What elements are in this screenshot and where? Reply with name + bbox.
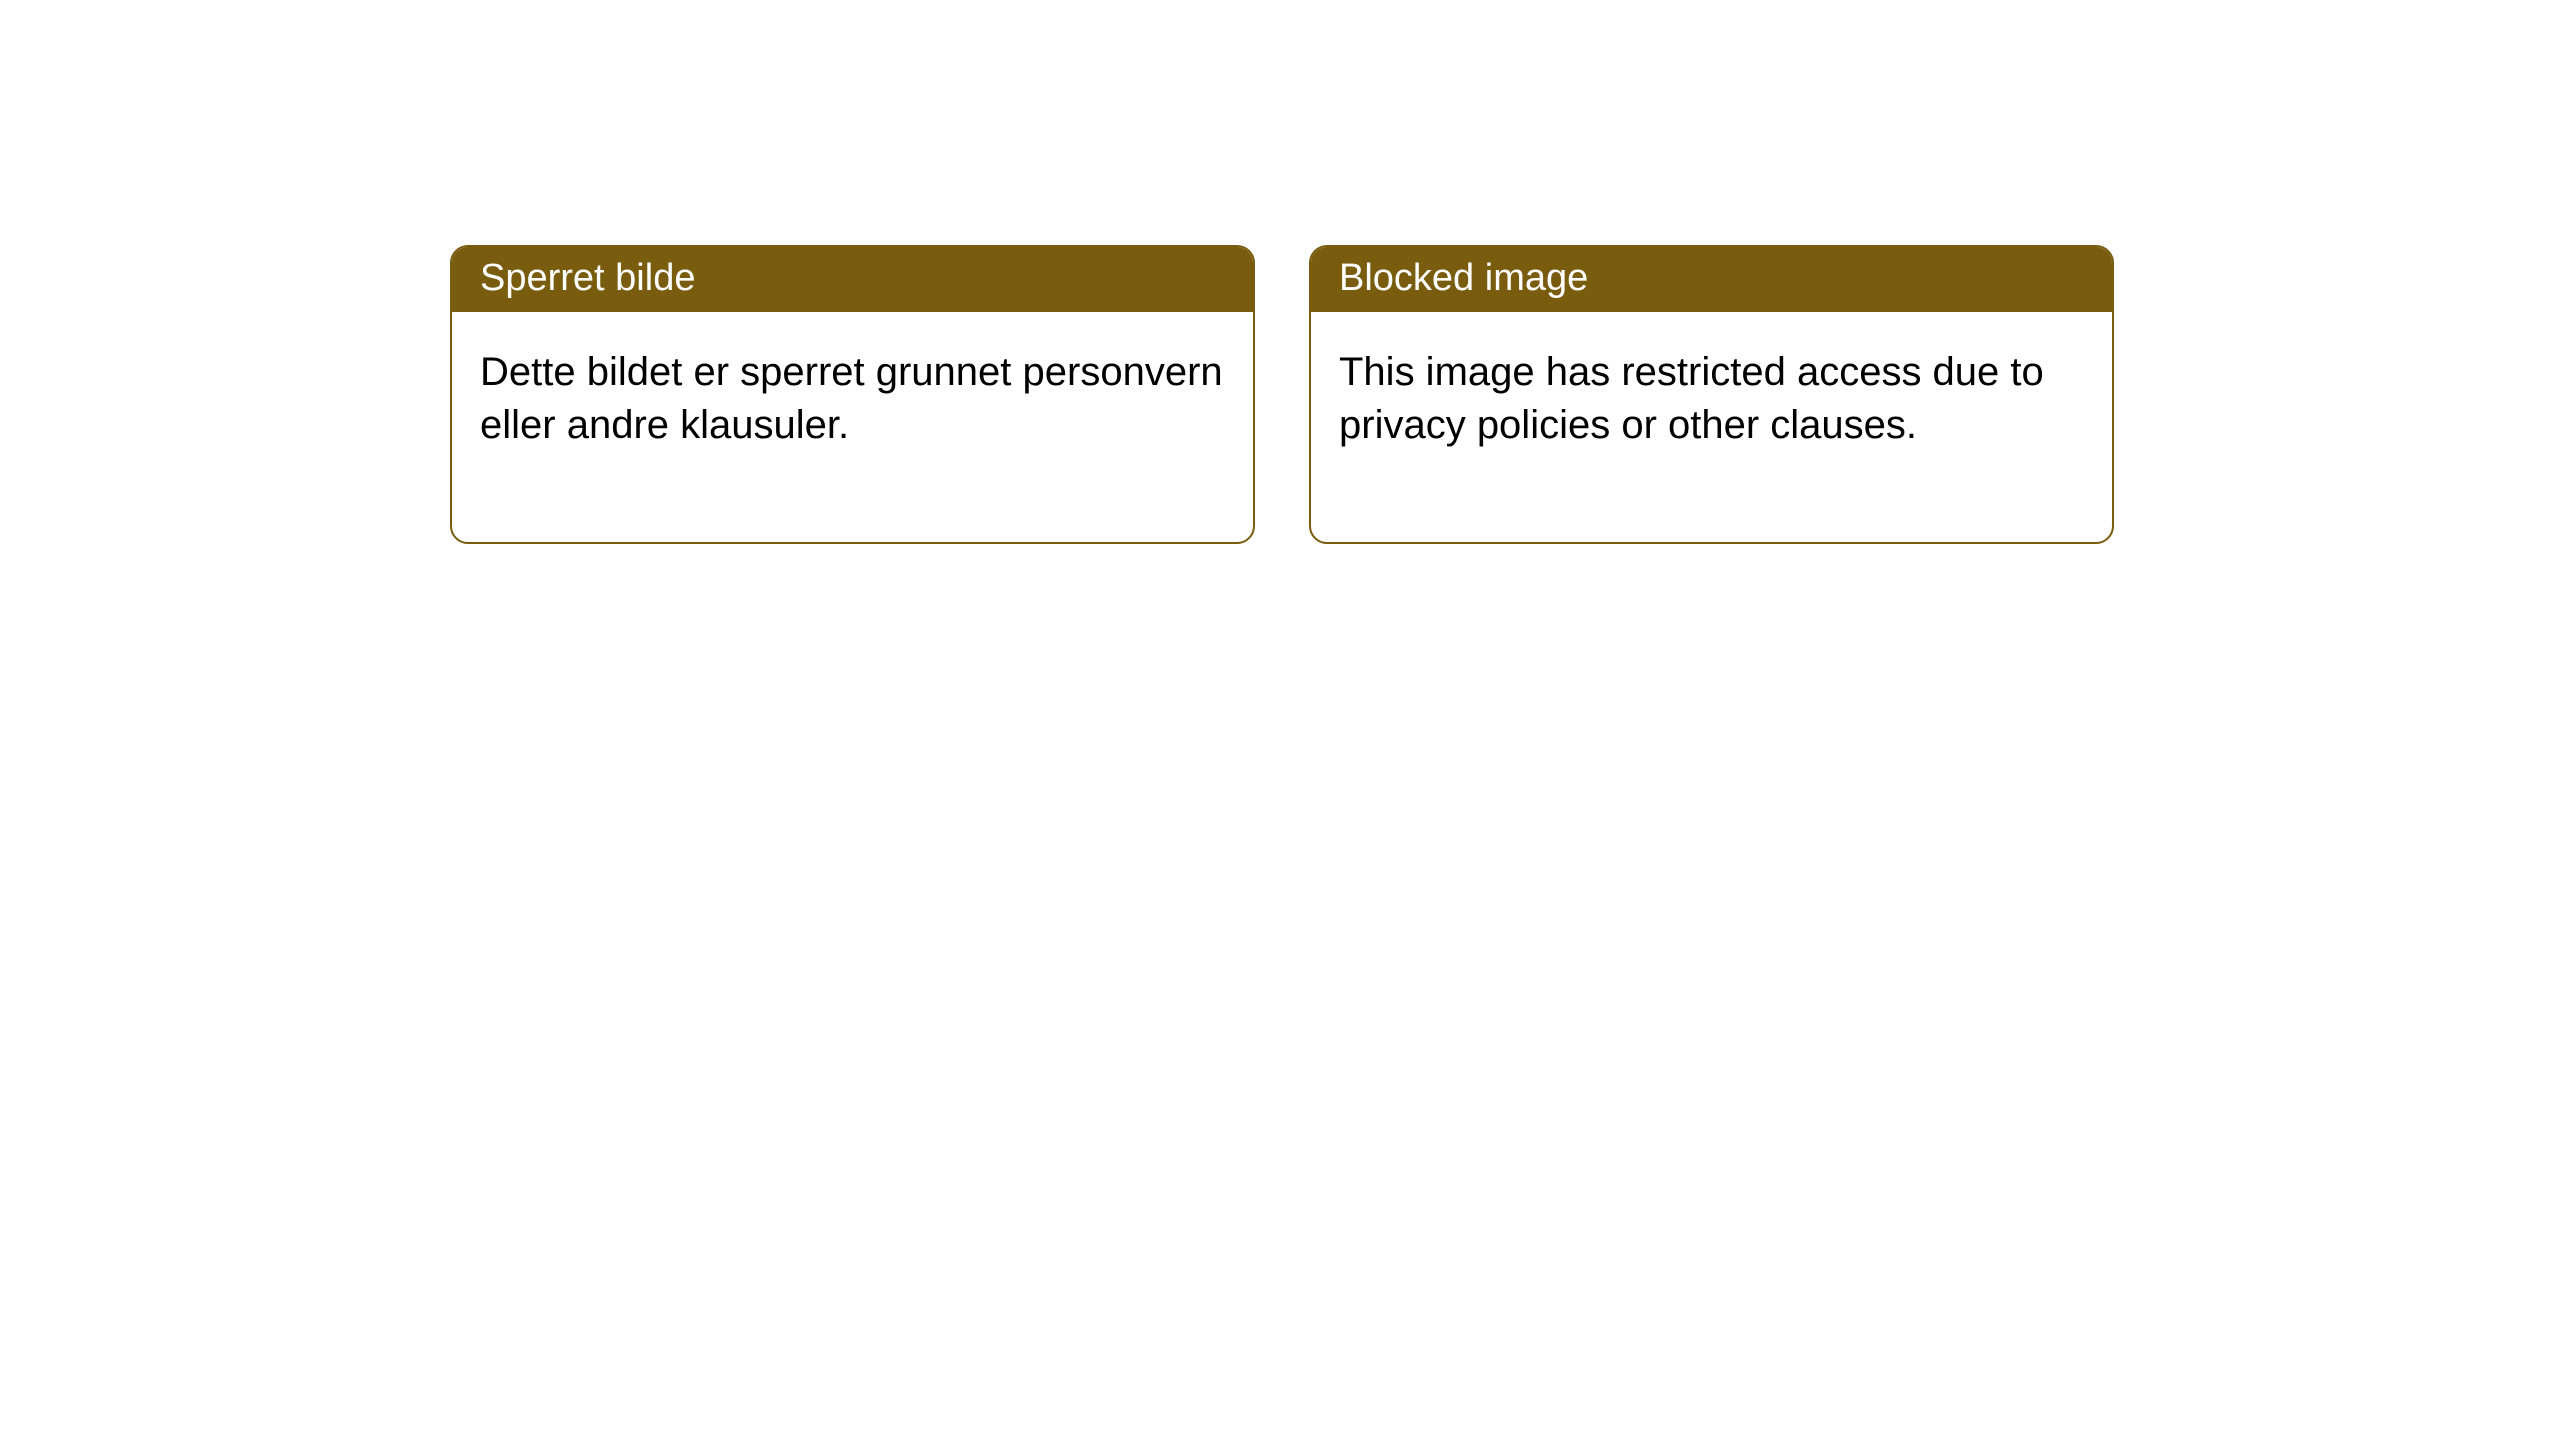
notice-title-english: Blocked image: [1311, 247, 2112, 312]
notice-title-norwegian: Sperret bilde: [452, 247, 1253, 312]
notice-container: Sperret bilde Dette bildet er sperret gr…: [0, 0, 2560, 544]
notice-card-norwegian: Sperret bilde Dette bildet er sperret gr…: [450, 245, 1255, 544]
notice-body-norwegian: Dette bildet er sperret grunnet personve…: [452, 312, 1253, 542]
notice-body-english: This image has restricted access due to …: [1311, 312, 2112, 542]
notice-card-english: Blocked image This image has restricted …: [1309, 245, 2114, 544]
